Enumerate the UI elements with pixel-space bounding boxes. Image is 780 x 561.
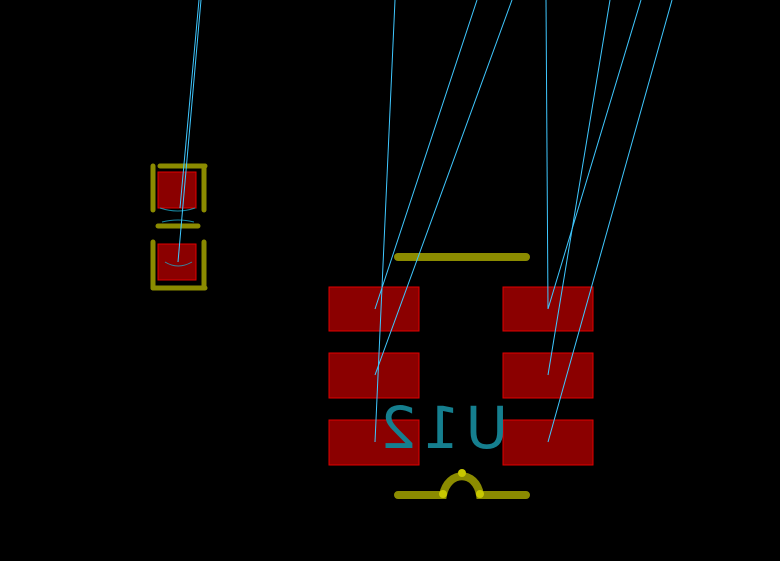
u12-pin1-dot-c (476, 490, 484, 498)
ratsnest-line-icon (179, 0, 200, 209)
ratsnest-line-icon (545, 0, 549, 310)
ratsnest-layer (177, 0, 673, 443)
pad-2[interactable] (157, 243, 197, 281)
u12-pad-4[interactable] (502, 419, 594, 466)
pad-1[interactable] (157, 171, 197, 209)
silkscreen-outline-icon (150, 163, 208, 291)
u12-pad-2[interactable] (328, 352, 420, 399)
u12-pad-5[interactable] (502, 352, 594, 399)
u12-pad-3[interactable] (328, 419, 420, 466)
ratsnest-line-icon (374, 0, 396, 443)
small-pad-hatch (159, 207, 196, 267)
ratsnest-line-icon (374, 0, 513, 376)
u12-pin1-dot-b (458, 469, 466, 477)
ratsnest-line-icon (374, 0, 478, 310)
ratsnest-line-icon (177, 0, 202, 263)
ratsnest-line-icon (547, 0, 673, 443)
u12-pin1-dot-a (439, 490, 447, 498)
ratsnest-line-icon (547, 0, 611, 376)
ratsnest-line-icon (547, 0, 642, 310)
small-two-pad-component[interactable] (150, 163, 208, 291)
u12-silk-bottom (394, 472, 530, 499)
u12-component[interactable]: U12 (328, 253, 594, 499)
u12-pad-1[interactable] (328, 286, 420, 332)
u12-refdes-text: U12 (374, 394, 508, 462)
u12-refdes[interactable]: U12 (374, 394, 508, 462)
